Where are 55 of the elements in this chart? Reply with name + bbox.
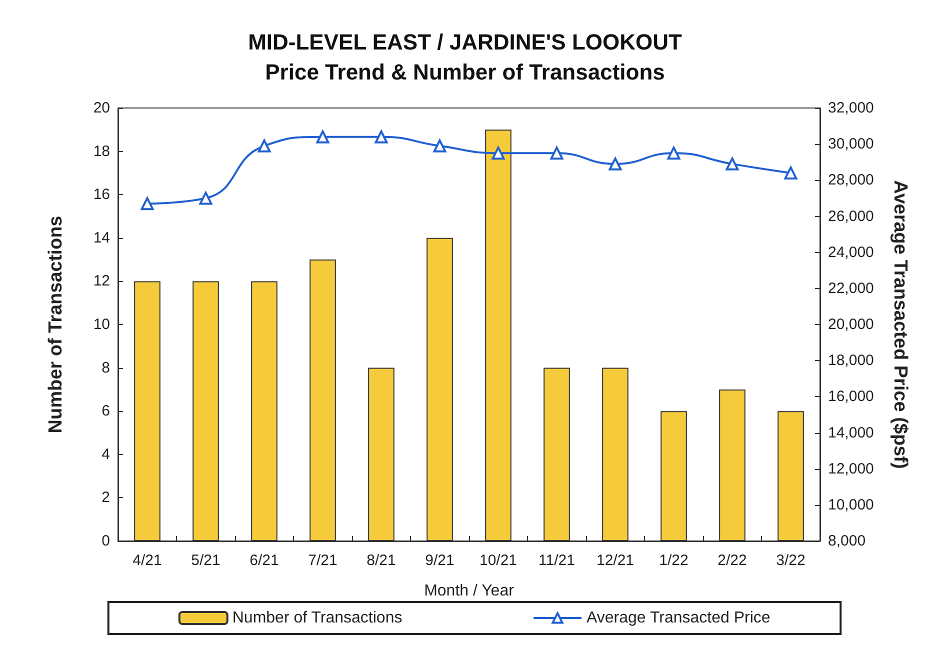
y-tick-label: 12	[93, 272, 110, 290]
y2-axis-title: Average Transacted Price ($psf)	[890, 180, 910, 469]
chart-subtitle: Price Trend & Number of Transactions	[265, 60, 665, 84]
x-tick-label: 5/21	[191, 552, 220, 569]
y2-tick-label: 10,000	[828, 496, 874, 514]
y2-tick-label: 8,000	[828, 532, 866, 550]
point	[258, 139, 271, 152]
x-tick-label: 3/22	[776, 552, 806, 569]
y-tick-label: 2	[102, 489, 110, 506]
y-tick-label: 18	[93, 142, 110, 160]
y2-tick-label: 12,000	[828, 460, 874, 478]
x-tick-label: 7/21	[308, 552, 338, 569]
x-tick-label: 2/22	[718, 552, 747, 569]
x-tick-label: 6/21	[250, 552, 279, 569]
y-tick-label: 20	[93, 100, 110, 116]
x-axis-title: Month / Year	[424, 582, 515, 600]
y2-tick-label: 16,000	[828, 388, 874, 406]
y2-tick-label: 28,000	[828, 172, 874, 189]
point	[608, 157, 622, 170]
point	[492, 146, 505, 160]
y-tick-label: 4	[102, 446, 110, 463]
y2-tick-label: 24,000	[828, 244, 874, 261]
y-tick-label: 16	[93, 186, 110, 204]
x-tick-label: 8/21	[366, 552, 396, 569]
x-tick-label: 12/21	[596, 552, 634, 569]
point	[316, 130, 330, 144]
x-tick-label: 11/21	[538, 552, 575, 569]
y2-tick-label: 18,000	[828, 352, 874, 370]
x-tick-label: 10/21	[479, 552, 518, 569]
x-tick-label: 9/21	[425, 552, 454, 569]
point	[784, 166, 798, 180]
point	[374, 130, 388, 144]
y2-tick-label: 26,000	[828, 208, 874, 225]
x-tick-label: 4/21	[132, 552, 162, 569]
point	[550, 146, 564, 160]
legend-label: Average Transacted Price	[586, 610, 770, 626]
y2-tick-label: 14,000	[828, 424, 874, 442]
chart-title: MID-LEVEL EAST / JARDINE'S LOOKOUT	[248, 30, 682, 54]
point	[140, 197, 154, 210]
point	[726, 157, 739, 170]
y2-tick-label: 30,000	[828, 136, 874, 153]
legend-label: Number of Transactions	[232, 610, 402, 626]
y-tick-label: 0	[102, 532, 110, 550]
y-tick-label: 6	[102, 402, 110, 420]
y2-tick-label: 20,000	[828, 316, 874, 333]
y2-tick-label: 32,000	[828, 100, 874, 116]
y2-tick-label: 22,000	[828, 280, 874, 297]
point	[433, 139, 446, 152]
y-tick-label: 14	[93, 229, 110, 246]
y-axis-title: Number of Transactions	[46, 216, 66, 434]
point	[667, 146, 680, 160]
y-tick-label: 10	[93, 316, 110, 333]
x-tick-label: 1/22	[659, 552, 688, 569]
point	[199, 192, 212, 205]
y-tick-label: 8	[102, 359, 110, 376]
